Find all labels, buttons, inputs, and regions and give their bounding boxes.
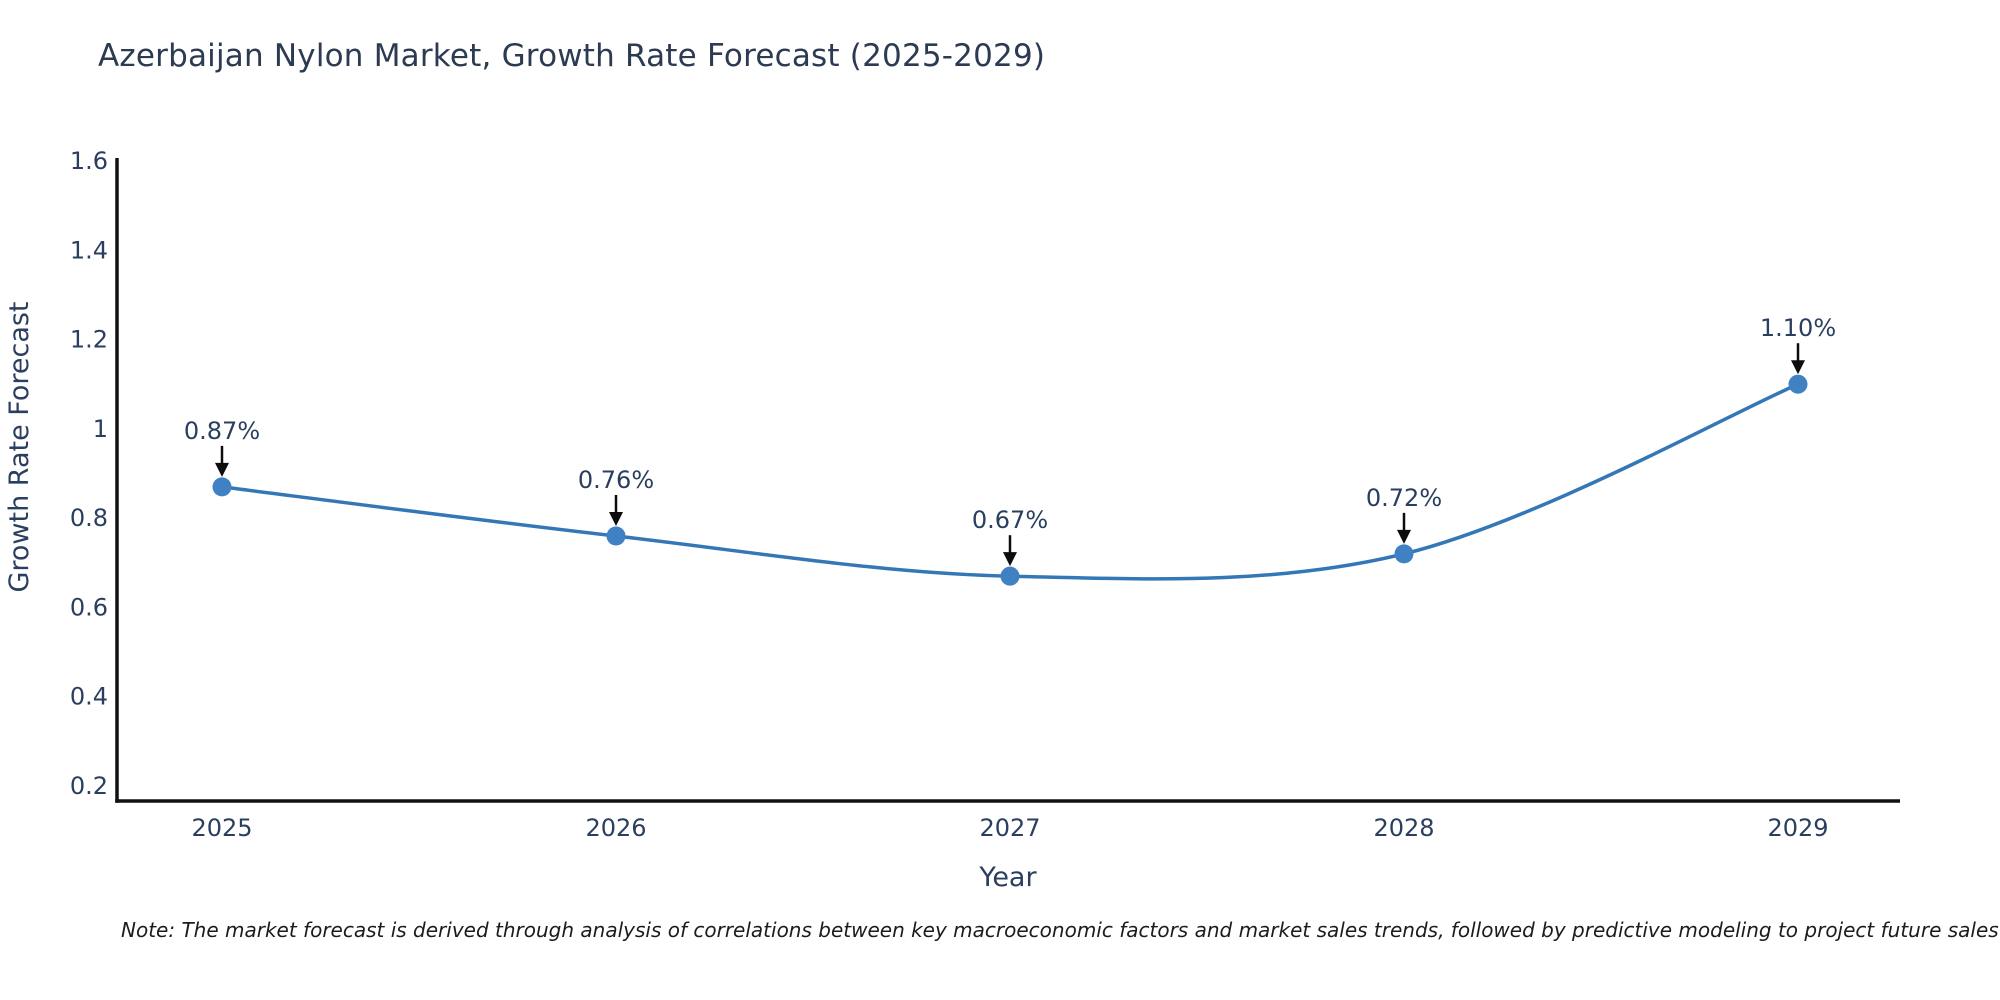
data-point xyxy=(1394,544,1414,564)
data-point xyxy=(212,477,232,497)
y-tick-label: 1.6 xyxy=(70,147,108,175)
x-tick-label: 2029 xyxy=(1767,814,1828,842)
data-point xyxy=(1788,374,1808,394)
chart-title: Azerbaijan Nylon Market, Growth Rate For… xyxy=(98,38,1046,74)
annotation-arrowhead xyxy=(215,462,229,477)
data-point-label: 0.72% xyxy=(1366,484,1442,512)
annotation-arrowhead xyxy=(609,512,623,526)
annotation-arrowhead xyxy=(1791,360,1805,375)
x-tick-label: 2027 xyxy=(979,814,1040,842)
x-tick-label: 2028 xyxy=(1373,814,1434,842)
data-point xyxy=(606,526,626,546)
x-tick-label: 2026 xyxy=(585,814,646,842)
y-tick-label: 1.2 xyxy=(70,326,108,354)
y-tick-label: 0.8 xyxy=(70,504,108,532)
y-tick-label: 1 xyxy=(93,415,108,443)
data-point-label: 0.67% xyxy=(972,506,1048,534)
annotation-arrowhead xyxy=(1003,552,1017,567)
data-point xyxy=(1000,566,1020,586)
footnote: Note: The market forecast is derived thr… xyxy=(121,918,1999,942)
data-point-label: 0.87% xyxy=(184,417,260,445)
plot-area: 0.2 0.4 0.6 0.8 1 1.2 1.4 1.6 2025 2026 2027 2028 20… xyxy=(70,147,1900,842)
x-axis-title: Year xyxy=(978,862,1037,893)
y-axis-title: Growth Rate Forecast xyxy=(4,301,35,592)
data-point-label: 1.10% xyxy=(1760,314,1836,342)
y-tick-label: 0.6 xyxy=(70,593,108,621)
x-tick-label: 2025 xyxy=(191,814,252,842)
data-point-label: 0.76% xyxy=(578,466,654,494)
y-tick-label: 0.4 xyxy=(70,683,108,711)
y-tick-label: 0.2 xyxy=(70,772,108,800)
annotation-arrowhead xyxy=(1397,529,1411,544)
y-tick-label: 1.4 xyxy=(70,236,108,264)
